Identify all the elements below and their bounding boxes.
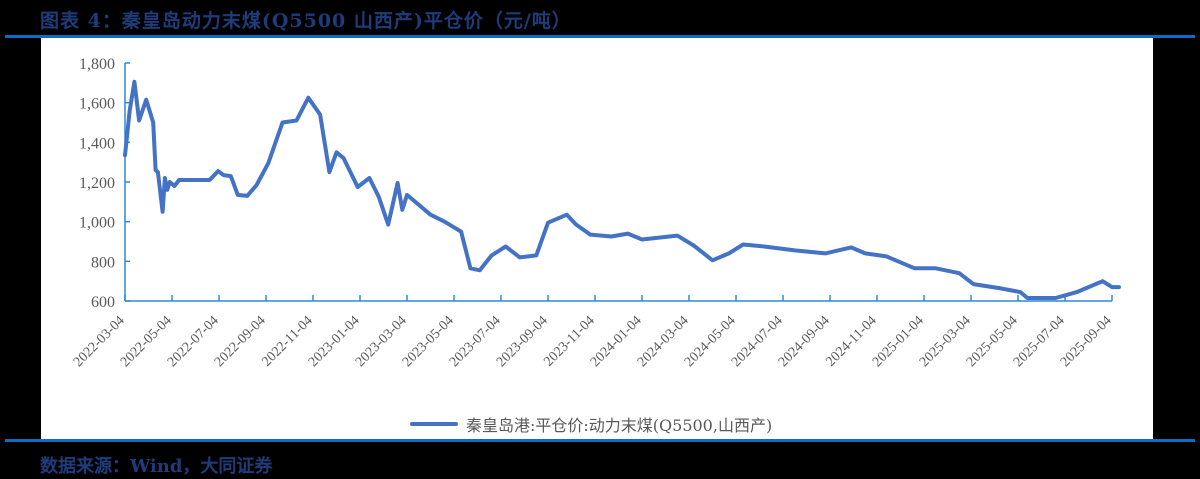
y-tick-label: 1,000 (79, 215, 115, 232)
x-tick-label: 2024-09-04 (776, 313, 833, 370)
x-tick-label: 2022-09-04 (212, 313, 269, 370)
line-chart: 6008001,0001,2001,4001,6001,8002022-03-0… (71, 56, 1121, 370)
x-tick-label: 2023-09-04 (494, 313, 551, 370)
top-divider (5, 35, 1195, 38)
x-tick-label: 2025-09-04 (1058, 313, 1115, 370)
chart-title: 图表 4：秦皇岛动力末煤(Q5500 山西产)平仓价（元/吨） (40, 10, 572, 32)
price-line (123, 79, 1121, 300)
chart-panel: 600 800 1,000 1,200 1,400 1,600 1,800 2022-03-0… (41, 38, 1153, 440)
legend: 秦皇岛港:平仓价:动力末煤(Q5500,山西产) (410, 412, 772, 436)
y-tick-label: 1,200 (79, 175, 115, 192)
legend-label: 秦皇岛港:平仓价:动力末煤(Q5500,山西产) (466, 416, 773, 435)
legend-line-swatch (410, 422, 458, 426)
y-tick-label: 1,400 (79, 135, 115, 152)
bottom-divider (5, 439, 1195, 442)
y-tick-label: 600 (91, 294, 115, 311)
y-tick-label: 1,800 (79, 56, 115, 73)
data-source-note: 数据来源：Wind，大同证券 (40, 456, 273, 477)
y-tick-label: 1,600 (79, 96, 115, 113)
y-tick-label: 800 (91, 254, 115, 271)
